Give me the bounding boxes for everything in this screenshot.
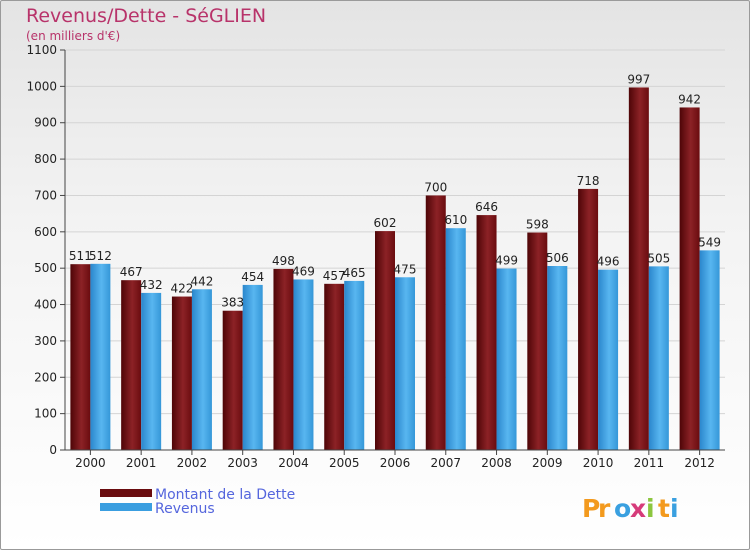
logo-letter: i xyxy=(646,494,655,523)
legend-swatch-dette xyxy=(100,489,152,497)
value-label-revenus: 549 xyxy=(698,235,721,249)
y-tick-label: 200 xyxy=(34,370,57,384)
bar-revenus xyxy=(445,228,466,450)
value-label-revenus: 499 xyxy=(495,254,518,268)
bar-dette xyxy=(476,215,497,450)
bar-dette xyxy=(324,283,345,450)
bar-dette xyxy=(628,87,649,451)
value-label-dette: 498 xyxy=(272,254,295,268)
value-label-revenus: 505 xyxy=(647,251,670,265)
y-tick-label: 900 xyxy=(34,116,57,130)
y-tick-label: 800 xyxy=(34,152,57,166)
bar-revenus xyxy=(699,250,720,450)
bar-dette xyxy=(121,280,142,450)
y-tick-label: 0 xyxy=(49,443,57,457)
y-tick-label: 700 xyxy=(34,188,57,202)
x-tick-label: 2002 xyxy=(177,456,208,470)
legend-label-revenus: Revenus xyxy=(155,501,215,517)
legend: Montant de la Dette Revenus xyxy=(100,487,295,517)
bar-dette xyxy=(222,310,243,450)
value-label-dette: 467 xyxy=(120,265,143,279)
value-label-revenus: 506 xyxy=(546,251,569,265)
logo-letter: P xyxy=(582,494,600,523)
value-label-revenus: 432 xyxy=(140,278,163,292)
value-label-dette: 718 xyxy=(577,174,600,188)
bar-revenus xyxy=(242,284,263,450)
logo-letter: r xyxy=(598,494,611,523)
value-label-dette: 997 xyxy=(627,72,650,86)
bar-revenus xyxy=(496,268,517,450)
bar-revenus xyxy=(395,277,415,450)
logo-letter: t xyxy=(658,494,670,523)
y-tick-label: 400 xyxy=(34,298,57,312)
bar-revenus xyxy=(141,292,162,450)
value-label-dette: 457 xyxy=(323,269,346,283)
axes: 0 100 200 300 400 500 600 700 800 900 1000 1100 2000… xyxy=(26,43,725,470)
bar-dette xyxy=(425,195,446,450)
x-tick-label: 2006 xyxy=(380,456,411,470)
y-tick-label: 500 xyxy=(34,261,57,275)
x-tick-label: 2008 xyxy=(481,456,512,470)
value-label-revenus: 442 xyxy=(190,274,213,288)
bar-revenus xyxy=(293,279,314,450)
bar-dette xyxy=(375,231,395,450)
x-tick-label: 2010 xyxy=(583,456,614,470)
x-tick-label: 2001 xyxy=(126,456,157,470)
bar-dette xyxy=(679,107,700,451)
logo-letter: o xyxy=(614,494,631,523)
x-tick-label: 2009 xyxy=(532,456,563,470)
x-tick-label: 2011 xyxy=(634,456,665,470)
bar-dette xyxy=(70,264,91,450)
legend-swatch-revenus xyxy=(100,503,152,511)
logo-letter: i xyxy=(670,494,679,523)
y-tick-label: 1100 xyxy=(26,43,57,57)
value-label-revenus: 610 xyxy=(444,213,467,227)
legend-label-dette: Montant de la Dette xyxy=(155,487,295,503)
x-tick-label: 2007 xyxy=(430,456,461,470)
value-label-dette: 602 xyxy=(374,216,397,230)
value-label-dette: 942 xyxy=(678,92,701,106)
bar-dette xyxy=(273,268,294,450)
value-label-revenus: 469 xyxy=(292,264,315,278)
value-label-revenus: 465 xyxy=(343,266,366,280)
value-label-revenus: 512 xyxy=(89,249,112,263)
chart-title: Revenus/Dette - SéGLIEN xyxy=(26,5,266,27)
bars xyxy=(70,87,720,451)
chart-subtitle: (en milliers d'€) xyxy=(26,29,120,43)
bar-revenus xyxy=(191,289,212,450)
value-label-revenus: 454 xyxy=(241,270,264,284)
x-tick-label: 2000 xyxy=(75,456,106,470)
y-tick-label: 600 xyxy=(34,225,57,239)
value-label-dette: 700 xyxy=(424,180,447,194)
bar-revenus xyxy=(598,269,619,450)
value-label-dette: 511 xyxy=(69,249,92,263)
bar-dette xyxy=(171,296,192,450)
value-label-dette: 383 xyxy=(221,296,244,310)
proxiti-logo: Pr ox i t i xyxy=(582,494,679,523)
value-label-revenus: 475 xyxy=(394,262,417,276)
value-label-dette: 422 xyxy=(170,282,193,296)
bar-dette xyxy=(578,188,599,450)
bar-revenus xyxy=(344,280,365,450)
value-label-revenus: 496 xyxy=(597,255,620,269)
bar-revenus xyxy=(547,266,568,450)
x-tick-label: 2004 xyxy=(278,456,309,470)
value-label-dette: 646 xyxy=(475,200,498,214)
x-tick-label: 2005 xyxy=(329,456,360,470)
logo-letter: x xyxy=(630,494,646,523)
x-tick-label: 2012 xyxy=(684,456,715,470)
y-tick-label: 100 xyxy=(34,407,57,421)
y-tick-label: 1000 xyxy=(26,79,57,93)
value-label-dette: 598 xyxy=(526,218,549,232)
bar-revenus xyxy=(90,263,111,450)
bar-revenus xyxy=(648,266,669,450)
y-tick-label: 300 xyxy=(34,334,57,348)
x-tick-label: 2003 xyxy=(227,456,258,470)
bar-dette xyxy=(527,232,548,450)
